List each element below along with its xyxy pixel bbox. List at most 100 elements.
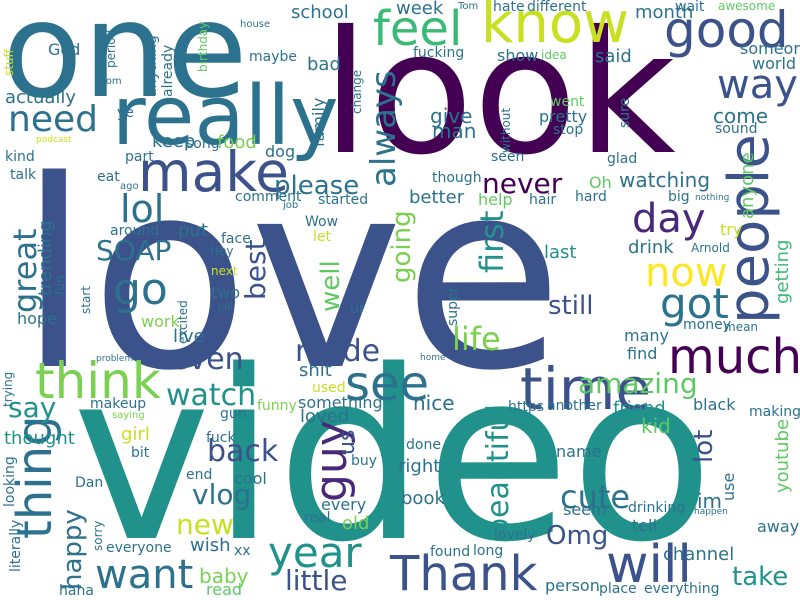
cloud-word-someone: someone — [740, 39, 800, 58]
cloud-word-different: different — [527, 0, 587, 15]
cloud-word-old: old — [342, 513, 370, 534]
cloud-word-already: already — [160, 44, 176, 97]
cloud-word-baby: baby — [199, 564, 249, 588]
cloud-word-birthday: birthday — [196, 21, 210, 72]
cloud-word-seen: seen — [491, 149, 525, 165]
cloud-word-make: make — [138, 140, 290, 204]
cloud-word-year: year — [268, 528, 362, 577]
cloud-word-hey: Hey — [210, 244, 234, 258]
cloud-word-fun: fun — [53, 275, 67, 295]
cloud-word-pill: pill — [218, 302, 233, 313]
cloud-word-back: back — [207, 434, 279, 469]
cloud-word-best: best — [239, 239, 272, 300]
cloud-word-gun: gun — [220, 406, 247, 422]
cloud-word-fucking: fucking — [413, 45, 465, 61]
cloud-word-way: way — [717, 62, 798, 108]
cloud-word-place: place — [599, 581, 637, 597]
cloud-word-bit: bit — [131, 445, 150, 461]
cloud-word-actually: actually — [5, 87, 77, 108]
cloud-word-problem: problem — [96, 354, 134, 364]
cloud-word-without: without — [499, 107, 513, 153]
cloud-word-read: read — [206, 580, 243, 599]
cloud-word-food: food — [217, 132, 257, 153]
cloud-word-super: super — [445, 286, 461, 326]
cloud-word-buy: buy — [351, 453, 378, 469]
cloud-word-kid: kid — [641, 414, 671, 438]
cloud-word-never: never — [482, 167, 563, 200]
cloud-word-want: want — [95, 552, 194, 598]
cloud-word-go: go — [113, 264, 168, 315]
cloud-word-happen: happen — [694, 507, 728, 517]
cloud-word-tell: tell — [632, 516, 658, 535]
cloud-word-will: will — [606, 535, 692, 595]
cloud-word-better: better — [409, 187, 465, 208]
cloud-word-oh: Oh — [589, 173, 612, 192]
cloud-word-try: try — [720, 220, 743, 239]
cloud-word-feel: feel — [373, 1, 463, 57]
cloud-word-think: think — [35, 352, 161, 410]
cloud-word-everyone: everyone — [106, 540, 172, 556]
cloud-word-kind: kind — [5, 149, 35, 165]
cloud-word-ago: ago — [120, 181, 139, 192]
cloud-word-name: name — [556, 442, 602, 461]
cloud-word-trying: trying — [1, 371, 15, 407]
cloud-word-stuff: stuff — [2, 49, 16, 76]
cloud-word-much: much — [668, 329, 800, 385]
cloud-word-said: said — [595, 46, 632, 67]
cloud-word-take: take — [732, 562, 789, 592]
cloud-word-haha: haha — [59, 583, 94, 599]
cloud-word-excited: excited — [176, 300, 190, 344]
cloud-word-funny: funny — [257, 398, 297, 414]
cloud-word-tom: Tom — [458, 1, 479, 12]
cloud-word-anyone: anyone — [737, 152, 758, 219]
cloud-word-cute: cute — [560, 478, 631, 516]
cloud-word-away: away — [757, 517, 800, 536]
cloud-word-stop: stop — [553, 122, 584, 138]
cloud-word-bad: bad — [307, 54, 341, 75]
cloud-word-house: house — [240, 19, 271, 30]
cloud-word-help: help — [478, 190, 513, 209]
cloud-word-sound: sound — [715, 121, 758, 137]
cloud-word-work: work — [141, 312, 180, 331]
cloud-word-song: song — [186, 136, 220, 152]
cloud-word-hard: hard — [575, 189, 607, 205]
cloud-word-got: got — [660, 279, 729, 328]
cloud-word-started: started — [318, 192, 369, 208]
cloud-word-talk: talk — [10, 167, 37, 183]
cloud-word-hate: hate — [493, 0, 525, 15]
cloud-word-beautiful: beautiful — [481, 404, 516, 537]
cloud-word-know: know — [481, 0, 629, 56]
cloud-word-watch: watch — [166, 378, 257, 413]
cloud-word-put: put — [178, 220, 208, 241]
cloud-word-show: show — [497, 46, 539, 65]
cloud-word-look: look — [322, 0, 676, 193]
cloud-word-lot: lot — [689, 429, 719, 463]
cloud-word-need: need — [8, 99, 98, 140]
cloud-word-nothing: nothing — [695, 193, 730, 203]
cloud-word-week: week — [396, 0, 444, 19]
cloud-word-im: im — [697, 489, 723, 513]
cloud-word-video: video — [72, 321, 714, 594]
cloud-word-amazing: amazing — [578, 367, 698, 400]
cloud-word-start: start — [79, 286, 93, 314]
cloud-word-seem: seem — [563, 500, 607, 519]
cloud-word-god: God — [48, 40, 81, 59]
cloud-word-sorry: sorry — [91, 520, 105, 551]
cloud-word-drinking: drinking — [628, 500, 686, 516]
cloud-word-part: part — [125, 149, 154, 165]
cloud-word-right: right — [398, 456, 441, 477]
cloud-word-us: us — [335, 429, 360, 455]
cloud-word-maybe: maybe — [249, 49, 298, 65]
cloud-word-first: first — [473, 210, 511, 273]
cloud-word-lol: lol — [120, 187, 165, 231]
cloud-word-keep: keep — [152, 131, 196, 152]
cloud-word-book: book — [401, 488, 445, 509]
cloud-word-dog: dog — [265, 142, 296, 161]
cloud-word-done: done — [406, 437, 441, 453]
cloud-word-cool: cool — [234, 469, 267, 488]
cloud-word-even: even — [170, 342, 244, 377]
cloud-word-now: now — [645, 250, 728, 296]
cloud-word-https: https — [508, 399, 545, 415]
cloud-word-makeup: makeup — [90, 396, 147, 412]
cloud-word-omg: Omg — [546, 521, 609, 551]
